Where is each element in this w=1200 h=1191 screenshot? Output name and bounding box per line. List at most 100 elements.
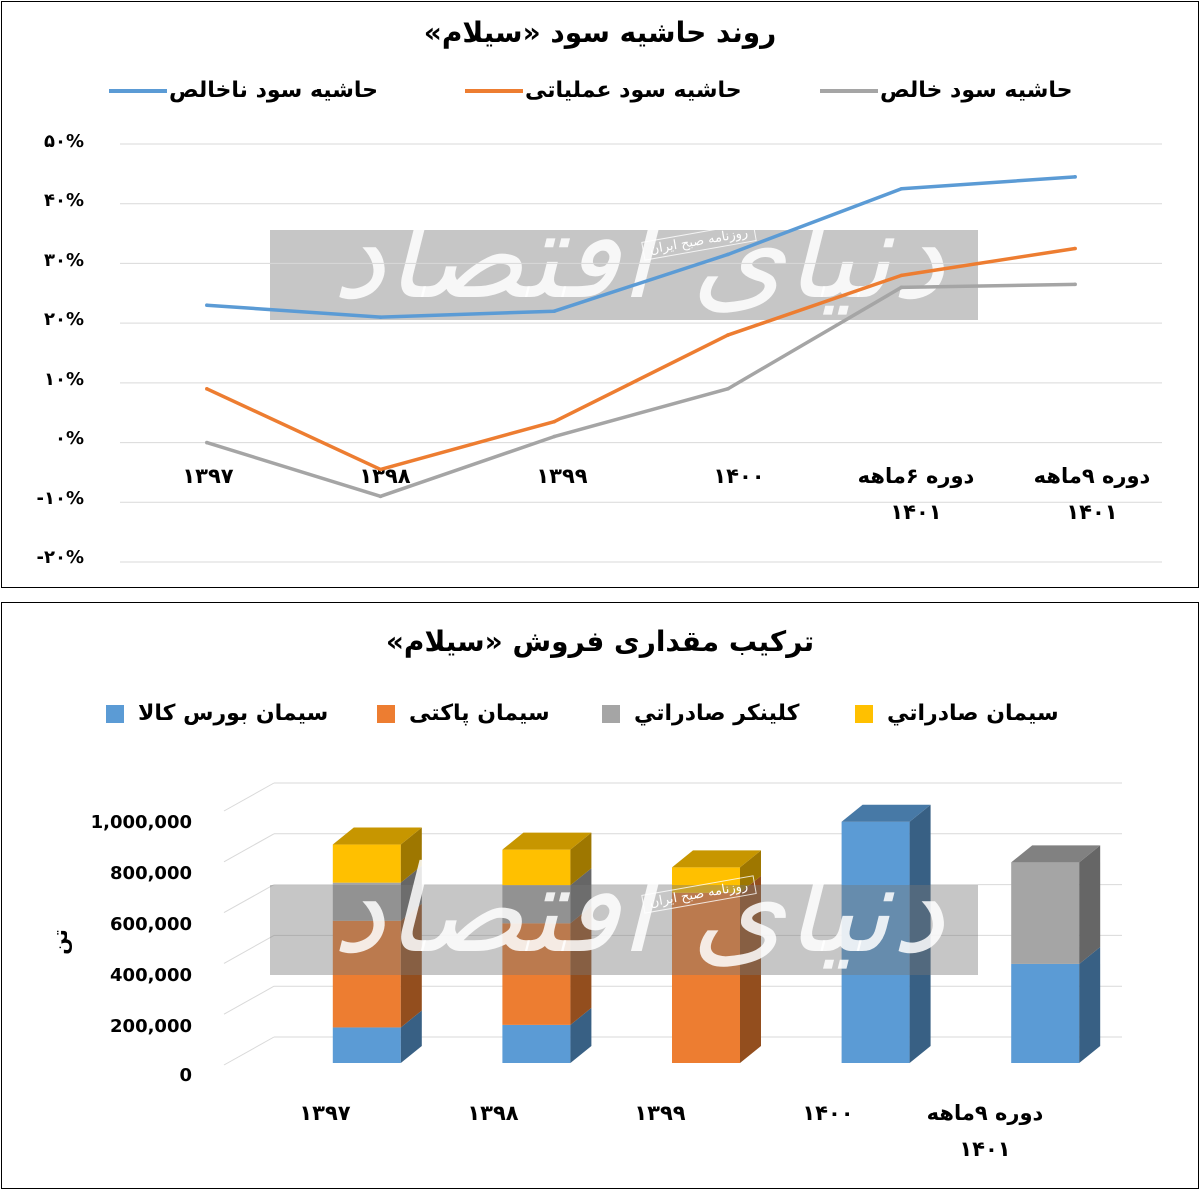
bar-segment [332,827,422,883]
gridline-side [223,782,275,812]
data-point [205,440,209,445]
legend-item-bagged-cement: سیمان پاکتی [377,701,550,726]
bar-top [502,832,592,850]
y-tick-label: ۴۰% [43,190,84,211]
legend-item-export-clinker: کلینکر صادراتي [602,701,799,726]
watermark-band [270,885,978,975]
legend-swatch [602,704,620,723]
chart-title: ترکیب مقداری فروش «سیلام» [385,625,815,658]
bar-segment [502,868,592,924]
gridline-side [223,833,275,863]
bar-front [672,892,740,1063]
y-tick-label: 600,000 [110,914,192,935]
data-point [899,285,904,290]
y-tick-label: 800,000 [110,863,192,884]
x-tick-label: ۱۳۹۷ [299,1101,351,1125]
bar-top [1011,845,1101,863]
gridline-side [223,934,275,964]
data-point [1073,246,1077,251]
y-tick-label: ۱۰% [43,369,84,390]
series-line [206,175,1076,319]
legend-item-gross-margin: حاشیه سود ناخالص [109,78,378,103]
y-tick-label: 400,000 [110,965,192,986]
y-tick-label: 200,000 [110,1016,192,1037]
bar-front [672,867,740,893]
bar-side [740,850,761,893]
bar-side [570,832,592,886]
y-tick-label: ۰% [54,428,84,449]
x-tick-label: ۱۳۹۹ [536,464,588,488]
data-point [205,387,209,391]
bar-side [400,865,422,921]
bar-segment [332,903,422,1028]
data-point [726,333,730,337]
legend-label: حاشیه سود خالص [880,78,1073,103]
data-point [1073,282,1077,287]
bar-front [1011,862,1080,964]
bar-segment [502,832,592,886]
legend-swatch [377,704,395,723]
bar-front [332,844,401,883]
legend-item-operating-margin: حاشیه سود عملیاتی [465,78,742,103]
legend-label: سیمان بورس کالا [138,701,329,726]
bar-side [570,1007,592,1063]
data-point [552,309,556,314]
x-tick-label: دوره ۶ماهه ۱۴۰۱ [857,464,975,524]
data-point [726,387,730,391]
bar-segment [1011,946,1101,1063]
bar-side [400,827,422,883]
legend-swatch [820,88,878,93]
bar-segment [332,1010,422,1063]
bar-segment [672,875,761,1063]
gridline-side [223,884,275,914]
y-tick-label: ۲۰% [43,309,84,330]
legend-label: حاشیه سود عملیاتی [525,78,742,103]
legend-label: سیمان صادراتي [887,701,1059,726]
bar-top [332,827,422,845]
data-point [726,252,730,257]
legend-item-commodity-exchange-cement: سیمان بورس کالا [106,701,328,726]
gridline-side [223,1036,275,1066]
bar-side [400,903,422,1028]
bar-front [502,885,571,924]
y-tick-label: 1,000,000 [90,812,192,833]
data-point [378,494,383,499]
bar-side [909,804,931,1063]
y-tick-label: 0 [179,1065,192,1086]
bar-front [332,1027,401,1063]
legend-label: کلینکر صادراتي [634,701,800,726]
bar-front [502,1024,571,1063]
gridline-side [223,985,275,1015]
bar-side [570,868,592,924]
bar-side [1079,845,1101,964]
data-point [1073,175,1077,179]
bar-segment [332,865,422,921]
legend-item-export-cement: سیمان صادراتي [855,701,1059,726]
bar-front [1011,963,1080,1063]
legend-swatch [106,704,124,723]
y-tick-label: ۳۰% [43,250,84,271]
legend-label: سیمان پاکتی [409,701,550,726]
chart-title: روند حاشیه سود «سیلام» [423,16,777,49]
line-chart-plot [120,143,1162,563]
data-point [205,303,209,308]
x-tick-label: ۱۴۰۰ [713,464,765,488]
bar-segment [841,804,931,1063]
series-line [206,246,1076,472]
bar-top [841,804,931,822]
data-point [552,419,556,424]
bar-top [672,850,761,868]
bar-side [570,906,592,1025]
bar-front [502,923,571,1025]
x-tick-label: ۱۴۰۰ [802,1101,854,1125]
data-point [378,467,383,472]
bar-front [841,821,910,1063]
x-tick-label: دوره ۹ماهه ۱۴۰۱ [1033,464,1151,524]
series-line [206,282,1076,499]
sales-mix-chart-panel: ترکیب مقداری فروش «سیلام» سیمان بورس کال… [1,602,1199,1189]
watermark-logo: دنیای اقتصاد [332,841,945,980]
x-tick-label: ۱۳۹۷ [182,464,234,488]
legend-swatch [465,88,523,93]
profit-margin-chart-panel: روند حاشیه سود «سیلام» حاشیه سود ناخالص … [1,1,1199,588]
data-point [378,315,383,319]
